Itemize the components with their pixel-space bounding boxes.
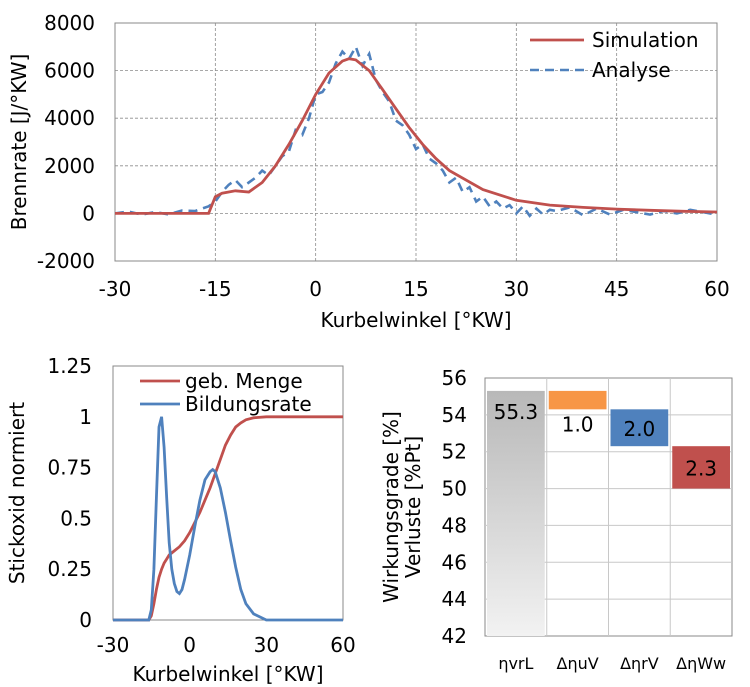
y-tick-label: 6000 — [44, 59, 95, 83]
y-tick-label: 44 — [442, 587, 467, 611]
x-tick-label: ΔηrV — [620, 654, 659, 673]
y-axis-title: Stickoxid normiert — [5, 402, 29, 584]
waterfall-bar — [672, 446, 730, 489]
waterfall-bar — [610, 409, 669, 447]
y-tick-label: 2000 — [44, 154, 95, 178]
legend-label-bildungsrate: Bildungsrate — [185, 392, 312, 416]
y-tick-label: 4000 — [44, 106, 95, 130]
y-tick-label: 56 — [442, 366, 467, 390]
x-tick-label: ηvrL — [498, 654, 533, 673]
series-line-simulation — [115, 57, 718, 215]
y-tick-label: -2000 — [37, 249, 95, 273]
y-axis-title-line2: Verluste [%Pt] — [401, 436, 425, 578]
x-tick-label: 45 — [604, 277, 629, 301]
x-tick-label: ΔηWw — [676, 654, 726, 673]
wirkungsgrad-waterfall-chart: 42 44 46 48 50 52 54 56 55.3 1.0 2.0 2.3 ηvrL ΔηuV Δηr… — [379, 366, 733, 673]
x-tick-label: 60 — [704, 277, 729, 301]
x-tick-label: -15 — [199, 277, 232, 301]
plot-area — [114, 22, 718, 262]
series-line-bildungsrate — [113, 416, 343, 622]
brennrate-chart: -30 -15 0 15 30 45 60 -2000 0 2000 4000 6000 8000 Kur… — [7, 11, 730, 332]
x-tick-label: 30 — [254, 633, 279, 657]
y-tick-label: 42 — [442, 624, 467, 648]
x-tick-label: 0 — [183, 633, 196, 657]
y-tick-label: 0 — [82, 201, 95, 225]
y-tick-label: 52 — [442, 440, 467, 464]
y-tick-label: 0 — [79, 608, 92, 632]
waterfall-bar — [548, 390, 607, 410]
plot-area — [112, 365, 344, 621]
y-tick-label: 50 — [442, 477, 467, 501]
y-tick-label: 0.75 — [47, 456, 92, 480]
y-tick-label: 0.5 — [60, 506, 92, 530]
data-label: 2.3 — [685, 456, 717, 480]
series-line-analyse — [114, 43, 718, 218]
x-axis-title: Kurbelwinkel [°KW] — [132, 662, 323, 686]
y-tick-label: 1 — [79, 405, 92, 429]
y-tick-label: 1.25 — [47, 354, 92, 378]
x-tick-label: 60 — [330, 633, 355, 657]
y-tick-label: 48 — [442, 513, 467, 537]
x-tick-label: -30 — [97, 633, 130, 657]
waterfall-bar — [487, 390, 545, 636]
legend-label-simulation: Simulation — [592, 28, 699, 52]
legend-label-geb-menge: geb. Menge — [185, 369, 303, 393]
data-label: 1.0 — [562, 412, 594, 436]
y-tick-label: 54 — [442, 403, 467, 427]
x-axis-title: Kurbelwinkel [°KW] — [320, 308, 511, 332]
legend-label-analyse: Analyse — [592, 58, 671, 82]
x-tick-label: 15 — [403, 277, 428, 301]
y-tick-label: 46 — [442, 550, 467, 574]
x-tick-label: ΔηuV — [557, 654, 599, 673]
data-label: 2.0 — [623, 417, 655, 441]
y-axis-title: Brennrate [J/°KW] — [7, 54, 31, 231]
x-tick-label: 0 — [309, 277, 322, 301]
y-tick-label: 8000 — [44, 11, 95, 35]
y-tick-label: 0.25 — [47, 557, 92, 581]
data-label: 55.3 — [494, 400, 539, 424]
x-tick-label: 30 — [504, 277, 529, 301]
x-tick-label: -30 — [99, 277, 132, 301]
y-axis-title-line1: Wirkungsgrade [%] — [379, 411, 403, 603]
